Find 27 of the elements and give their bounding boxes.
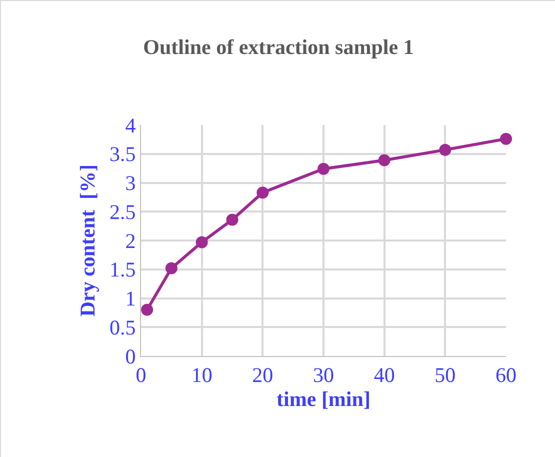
y-tick-label: 0 bbox=[125, 344, 136, 368]
y-tick-label: 2 bbox=[125, 228, 136, 253]
point bbox=[318, 162, 330, 175]
point bbox=[141, 304, 154, 316]
point bbox=[165, 262, 178, 274]
point bbox=[439, 144, 452, 156]
x-axis-title: time [min] bbox=[276, 387, 370, 412]
point bbox=[196, 236, 208, 248]
point bbox=[500, 132, 512, 145]
x-tick-label: 20 bbox=[252, 363, 274, 388]
point bbox=[378, 154, 390, 166]
y-tick-label: 3 bbox=[125, 171, 136, 196]
y-tick-label: 2.5 bbox=[110, 200, 136, 224]
y-tick-label: 1 bbox=[125, 286, 136, 311]
y-tick-label: 4 bbox=[125, 113, 136, 138]
y-tick-label: 3.5 bbox=[110, 142, 136, 166]
x-tick-label: 40 bbox=[374, 363, 395, 388]
point bbox=[256, 186, 269, 199]
chart-title: Outline of extraction sample 1 bbox=[143, 35, 414, 60]
point bbox=[226, 214, 238, 226]
y-tick-label: 1.5 bbox=[110, 258, 136, 282]
x-tick-label: 50 bbox=[434, 363, 456, 388]
x-tick-label: 30 bbox=[313, 363, 334, 388]
y-tick-label: 0.5 bbox=[110, 315, 136, 340]
x-tick-label: 10 bbox=[191, 363, 212, 388]
y-axis-title: Dry content [%] bbox=[76, 164, 100, 317]
x-tick-label: 60 bbox=[496, 363, 516, 388]
